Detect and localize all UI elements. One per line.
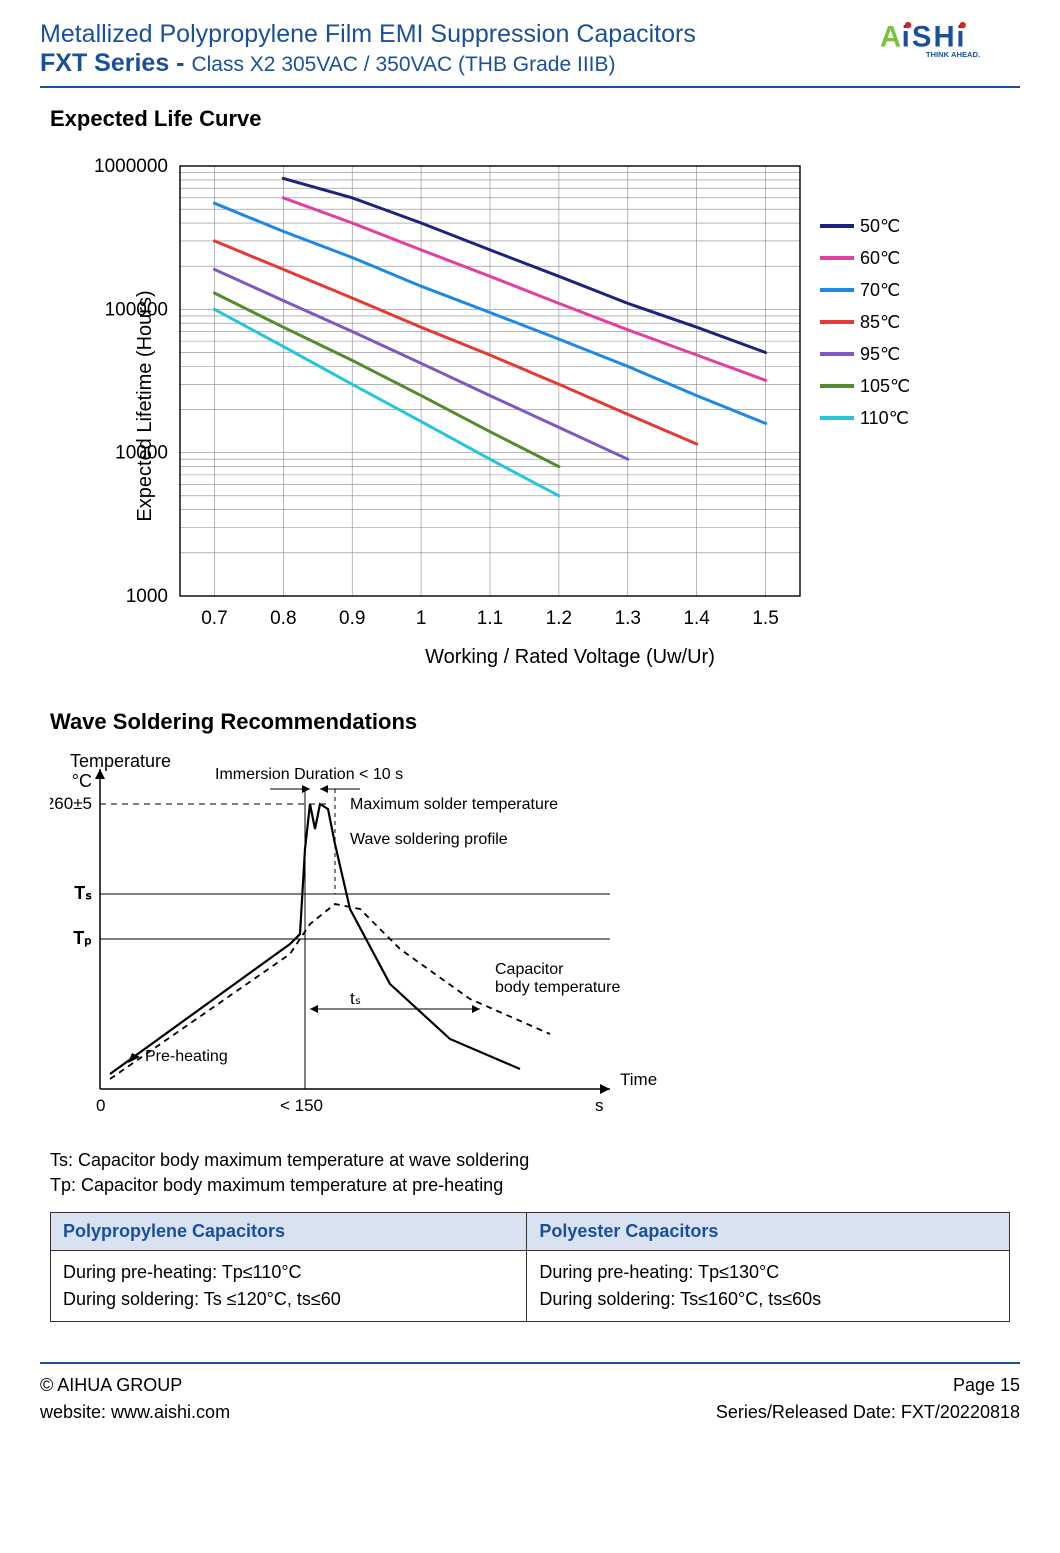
footer-release: Series/Released Date: FXT/20220818 bbox=[716, 1399, 1020, 1426]
svg-text:0.7: 0.7 bbox=[201, 608, 227, 629]
svg-text:< 150: < 150 bbox=[280, 1096, 323, 1115]
svg-text:Pre-heating: Pre-heating bbox=[145, 1048, 228, 1065]
td-polypropylene: During pre-heating: Tp≤110°C During sold… bbox=[51, 1251, 527, 1322]
doc-title: Metallized Polypropylene Film EMI Suppre… bbox=[40, 20, 880, 49]
solder-spec-table: Polypropylene Capacitors Polyester Capac… bbox=[50, 1212, 1010, 1322]
svg-text:0.8: 0.8 bbox=[270, 608, 296, 629]
svg-text:1000: 1000 bbox=[126, 586, 168, 607]
page-header: Metallized Polypropylene Film EMI Suppre… bbox=[40, 20, 1020, 88]
footer-page: Page 15 bbox=[716, 1372, 1020, 1399]
chart-ylabel: Expected Lifetime (Hours) bbox=[134, 290, 157, 521]
svg-text:A: A bbox=[880, 22, 901, 54]
svg-text:105℃: 105℃ bbox=[860, 376, 910, 396]
footer-right: Page 15 Series/Released Date: FXT/202208… bbox=[716, 1372, 1020, 1426]
series-subtitle: Class X2 305VAC / 350VAC (THB Grade IIIB… bbox=[191, 53, 615, 76]
page-footer: © AIHUA GROUP website: www.aishi.com Pag… bbox=[40, 1364, 1020, 1426]
note-tp: Tp: Capacitor body maximum temperature a… bbox=[50, 1173, 1020, 1198]
svg-text:H: H bbox=[933, 22, 954, 54]
diagram-notes: Ts: Capacitor body maximum temperature a… bbox=[50, 1148, 1020, 1198]
svg-text:s: s bbox=[595, 1096, 604, 1115]
svg-text:1.1: 1.1 bbox=[477, 608, 503, 629]
footer-group: © AIHUA GROUP bbox=[40, 1372, 230, 1399]
svg-text:1: 1 bbox=[416, 608, 427, 629]
footer-left: © AIHUA GROUP website: www.aishi.com bbox=[40, 1372, 230, 1426]
series-name: FXT Series - bbox=[40, 49, 191, 77]
section2-title: Wave Soldering Recommendations bbox=[50, 709, 1020, 735]
header-text: Metallized Polypropylene Film EMI Suppre… bbox=[40, 20, 880, 78]
svg-text:body temperature: body temperature bbox=[495, 979, 621, 996]
svg-text:110℃: 110℃ bbox=[860, 408, 909, 428]
svg-text:60℃: 60℃ bbox=[860, 248, 900, 268]
svg-text:tₛ: tₛ bbox=[350, 989, 361, 1008]
wave-solder-diagram: Temperature°C 260±5 Tₛ Tₚ Maximum solder tem… bbox=[50, 749, 670, 1134]
svg-text:THINK AHEAD.: THINK AHEAD. bbox=[926, 50, 980, 59]
svg-text:Wave soldering profile: Wave soldering profile bbox=[350, 831, 508, 848]
svg-text:260±5: 260±5 bbox=[50, 794, 92, 813]
svg-text:°C: °C bbox=[72, 771, 92, 791]
svg-text:1.2: 1.2 bbox=[546, 608, 572, 629]
svg-text:1.3: 1.3 bbox=[615, 608, 641, 629]
footer-website: website: www.aishi.com bbox=[40, 1399, 230, 1426]
svg-text:95℃: 95℃ bbox=[860, 344, 900, 364]
table-row: During pre-heating: Tp≤110°C During sold… bbox=[51, 1251, 1010, 1322]
svg-text:1.4: 1.4 bbox=[683, 608, 710, 629]
svg-text:Time: Time bbox=[620, 1070, 657, 1089]
svg-text:Immersion Duration < 10 s: Immersion Duration < 10 s bbox=[215, 766, 403, 783]
td-polyester: During pre-heating: Tp≤130°C During sold… bbox=[527, 1251, 1010, 1322]
svg-text:0: 0 bbox=[96, 1096, 105, 1115]
svg-text:70℃: 70℃ bbox=[860, 280, 900, 300]
svg-text:Temperature: Temperature bbox=[70, 751, 171, 771]
table-header-row: Polypropylene Capacitors Polyester Capac… bbox=[51, 1213, 1010, 1251]
th-polypropylene: Polypropylene Capacitors bbox=[51, 1213, 527, 1251]
note-ts: Ts: Capacitor body maximum temperature a… bbox=[50, 1148, 1020, 1173]
life-curve-chart: Expected Lifetime (Hours) 0.7 0.8 0.9 1 1.1 1… bbox=[40, 146, 1000, 666]
svg-text:Capacitor: Capacitor bbox=[495, 961, 564, 978]
brand-logo: A i S H i THINK AHEAD. bbox=[880, 20, 1020, 70]
th-polyester: Polyester Capacitors bbox=[527, 1213, 1010, 1251]
svg-text:0.9: 0.9 bbox=[339, 608, 365, 629]
svg-text:1.5: 1.5 bbox=[752, 608, 778, 629]
svg-text:Tₛ: Tₛ bbox=[74, 883, 92, 903]
svg-text:50℃: 50℃ bbox=[860, 216, 900, 236]
svg-text:1000000: 1000000 bbox=[94, 156, 168, 177]
svg-text:Tₚ: Tₚ bbox=[73, 928, 92, 948]
section1-title: Expected Life Curve bbox=[50, 106, 1020, 132]
svg-text:85℃: 85℃ bbox=[860, 312, 900, 332]
svg-text:Maximum solder temperature: Maximum solder temperature bbox=[350, 796, 558, 813]
svg-text:S: S bbox=[912, 22, 932, 54]
